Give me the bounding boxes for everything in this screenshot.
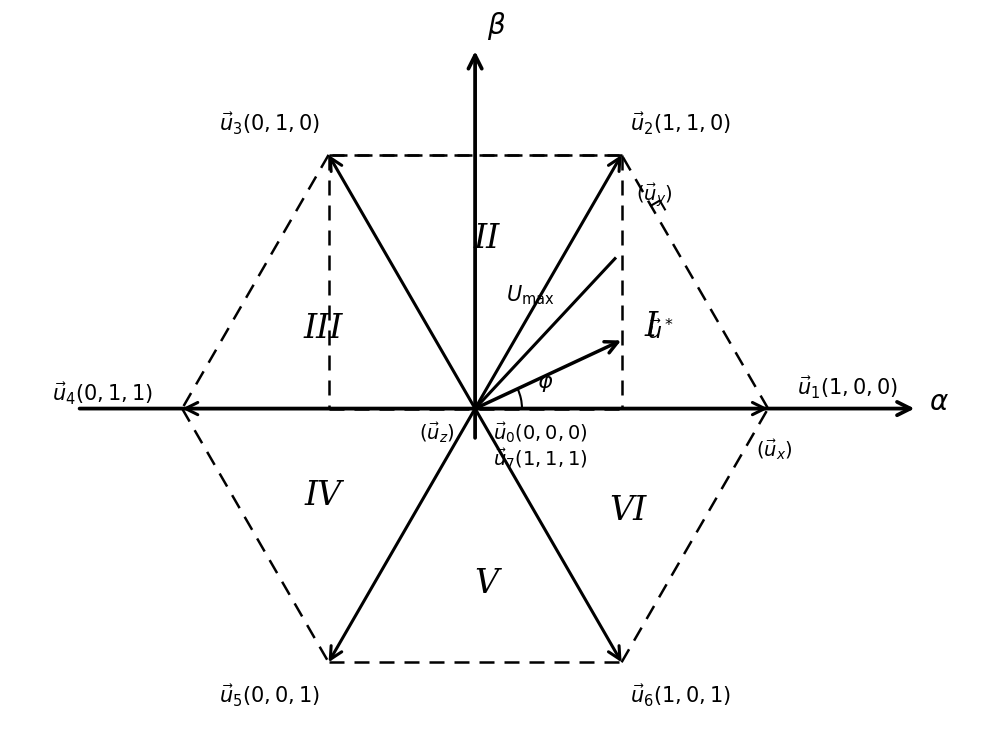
- Text: $(\vec{u}_x)$: $(\vec{u}_x)$: [756, 438, 792, 462]
- Text: V: V: [475, 568, 499, 600]
- Text: $\vec{u}_6(1,0,1)$: $\vec{u}_6(1,0,1)$: [630, 683, 731, 709]
- Text: $\vec{u}_7(1,1,1)$: $\vec{u}_7(1,1,1)$: [493, 447, 587, 471]
- Text: $(\vec{u}_y)$: $(\vec{u}_y)$: [636, 182, 673, 209]
- Text: IV: IV: [304, 481, 341, 512]
- Text: $\alpha$: $\alpha$: [929, 390, 949, 416]
- Text: II: II: [474, 223, 500, 254]
- Text: I: I: [644, 311, 657, 343]
- Text: $\vec{u}_3(0,1,0)$: $\vec{u}_3(0,1,0)$: [219, 111, 320, 137]
- Text: III: III: [303, 313, 342, 345]
- Text: $\vec{u}_5(0,0,1)$: $\vec{u}_5(0,0,1)$: [219, 683, 320, 709]
- Text: VI: VI: [609, 495, 646, 527]
- Text: $\varphi$: $\varphi$: [537, 372, 554, 394]
- Text: $\vec{u}_4(0,1,1)$: $\vec{u}_4(0,1,1)$: [52, 381, 153, 407]
- Text: $\vec{u}_1(1,0,0)$: $\vec{u}_1(1,0,0)$: [797, 375, 898, 401]
- Text: $\beta$: $\beta$: [487, 10, 506, 43]
- Text: $(\vec{u}_z)$: $(\vec{u}_z)$: [419, 420, 455, 445]
- Text: $\vec{u}^*$: $\vec{u}^*$: [647, 319, 674, 344]
- Text: $U_{\mathrm{max}}$: $U_{\mathrm{max}}$: [506, 284, 555, 307]
- Text: $\vec{u}_2(1,1,0)$: $\vec{u}_2(1,1,0)$: [630, 111, 731, 137]
- Text: $\vec{u}_0(0,0,0)$: $\vec{u}_0(0,0,0)$: [493, 420, 587, 445]
